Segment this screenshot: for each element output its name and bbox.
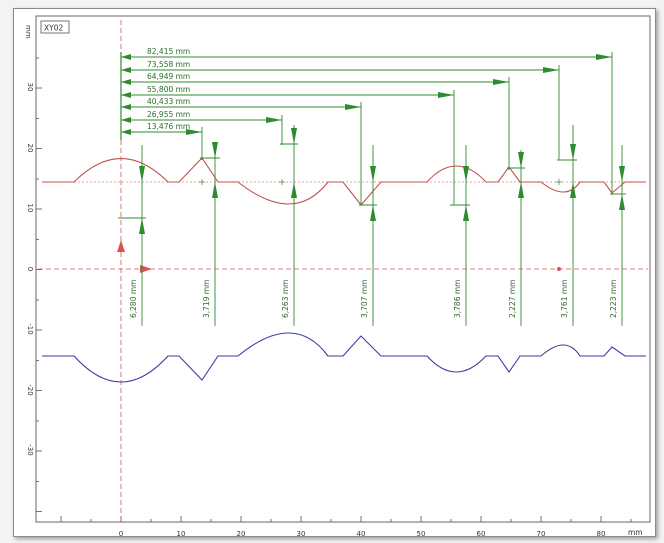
y-tick-label: -30 — [26, 444, 34, 455]
x-axis-unit: mm — [628, 528, 643, 537]
horizontal-dimension-labels: 82,415 mm 73,558 mm 64,949 mm 55,800 mm … — [147, 47, 190, 131]
x-tick-labels: 0 10 20 30 40 50 60 70 80 — [119, 530, 606, 538]
upper-profile — [42, 157, 646, 206]
y-tick-labels: 30 20 10 0 -10 -20 -30 — [26, 83, 34, 456]
y-tick-label: 30 — [26, 83, 34, 92]
plot-border — [35, 15, 651, 523]
x-tick-label: 80 — [597, 530, 606, 538]
dimension-label: 26,955 mm — [147, 110, 190, 119]
drawing-panel — [13, 8, 656, 537]
x-tick-label: 40 — [357, 530, 366, 538]
dimension-label: 55,800 mm — [147, 85, 190, 94]
dimension-label: 3,707 mm — [360, 280, 369, 318]
dimension-label: 6,263 mm — [281, 280, 290, 318]
lower-profile — [42, 332, 646, 383]
view-label: XY02 — [44, 24, 63, 33]
dimension-label: 82,415 mm — [147, 47, 190, 56]
origin-arrow-right — [140, 265, 152, 273]
dimension-label: 6,280 mm — [129, 280, 138, 318]
dimension-label: 73,558 mm — [147, 60, 190, 69]
y-axis-unit: mm — [24, 25, 32, 39]
x-tick-label: 0 — [119, 530, 123, 538]
vertical-dimensions — [118, 125, 626, 326]
x-tick-label: 20 — [237, 530, 246, 538]
origin-arrow-up — [117, 240, 125, 252]
vertical-dimension-labels: 6,280 mm 3,719 mm 6,263 mm 3,707 mm 3,78… — [129, 280, 618, 318]
x-tick-label: 30 — [297, 530, 306, 538]
x-tick-label: 50 — [417, 530, 426, 538]
dimension-label: 2,227 mm — [508, 280, 517, 318]
reference-marks — [199, 179, 562, 185]
dimension-label: 3,761 mm — [560, 280, 569, 318]
y-tick-label: 10 — [26, 204, 34, 213]
y-tick-label: -10 — [26, 323, 34, 334]
x-tick-label: 10 — [177, 530, 186, 538]
horizontal-dimension-arrows — [121, 54, 612, 135]
axis-marker — [557, 267, 561, 271]
x-tick-label: 60 — [477, 530, 486, 538]
view-label-box — [40, 20, 70, 34]
axis-ticks — [36, 57, 632, 522]
y-tick-label: 20 — [26, 144, 34, 153]
x-tick-label: 70 — [537, 530, 546, 538]
horizontal-dimensions — [120, 52, 613, 205]
y-tick-label: 0 — [26, 267, 34, 271]
dimension-label: 2,223 mm — [609, 280, 618, 318]
dimension-label: 13,476 mm — [147, 122, 190, 131]
y-tick-label: -20 — [26, 384, 34, 395]
dimension-label: 64,949 mm — [147, 72, 190, 81]
dimension-label: 3,719 mm — [202, 280, 211, 318]
dimension-label: 40,433 mm — [147, 97, 190, 106]
vertical-dimension-arrows — [139, 128, 625, 234]
dimension-label: 3,786 mm — [453, 280, 462, 318]
